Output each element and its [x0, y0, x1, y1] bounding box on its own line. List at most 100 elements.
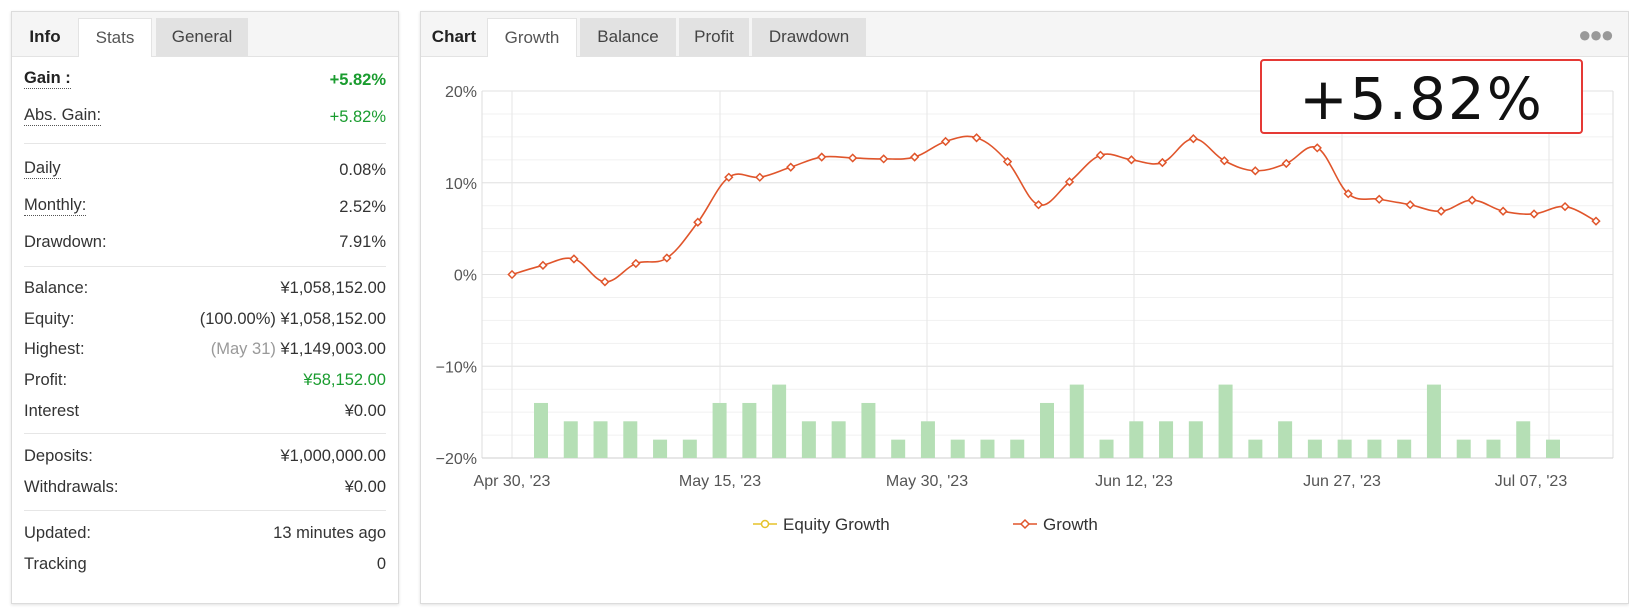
withdrawals-row: Withdrawals: ¥0.00 [24, 475, 386, 499]
activity-bar [623, 421, 638, 458]
growth-point [1126, 155, 1137, 165]
equity-label: Equity: [24, 310, 75, 328]
updated-label: Updated: [24, 524, 91, 542]
monthly-row: Monthly: 2.52% [24, 195, 386, 219]
tab-info[interactable]: Info [29, 27, 61, 46]
highest-label: Highest: [24, 340, 85, 358]
x-tick-label: Jul 07, '23 [1495, 473, 1568, 490]
growth-point [817, 152, 827, 162]
activity-bar [1218, 384, 1233, 458]
tracking-value: 0 [376, 555, 386, 573]
highest-value-group: (May 31) ¥1,149,003.00 [211, 337, 386, 361]
gain-highlight-value: +5.82% [1299, 65, 1544, 133]
y-tick-label: −20% [436, 451, 477, 468]
equity-row: Equity: (100.00%) ¥1,058,152.00 [24, 307, 386, 331]
growth-point [1591, 216, 1601, 226]
activity-bar [1367, 439, 1382, 458]
growth-point [1157, 157, 1168, 168]
growth-point [848, 153, 858, 163]
growth-point [1467, 195, 1477, 205]
growth-point [693, 217, 703, 227]
growth-point [538, 260, 548, 270]
balance-value: ¥1,058,152.00 [280, 279, 386, 297]
x-tick-label: Apr 30, '23 [474, 473, 551, 490]
activity-bar [1040, 402, 1054, 458]
growth-point [1560, 201, 1570, 212]
profit-row: Profit: ¥58,152.00 [24, 368, 386, 392]
divider [24, 510, 386, 511]
equity-value-group: (100.00%) ¥1,058,152.00 [200, 307, 386, 331]
monthly-label[interactable]: Monthly: [24, 196, 87, 216]
y-tick-label: 10% [445, 176, 477, 193]
legend-item-equity-growth[interactable]: Equity Growth [753, 515, 890, 534]
daily-value: 0.08% [339, 161, 386, 179]
activity-bar [1159, 421, 1174, 458]
withdrawals-label: Withdrawals: [24, 478, 119, 496]
activity-bar [563, 421, 578, 458]
tab-growth[interactable]: Growth [487, 18, 577, 57]
tab-chart[interactable]: Chart [431, 27, 477, 46]
activity-bar [772, 384, 787, 458]
gain-label[interactable]: Gain : [24, 69, 71, 89]
deposits-row: Deposits: ¥1,000,000.00 [24, 444, 386, 468]
growth-chart: 20% 10% 0% −10% −20% Apr 30, '23 May 15,… [436, 84, 1614, 534]
activity-bar [1397, 439, 1412, 458]
activity-bar [1337, 439, 1352, 458]
divider [24, 433, 386, 434]
profit-value: ¥58,152.00 [303, 371, 386, 389]
activity-bar [891, 439, 906, 458]
tab-balance[interactable]: Balance [580, 18, 676, 56]
x-tick-label: May 15, '23 [679, 473, 761, 490]
highest-date: (May 31) [210, 340, 276, 358]
activity-bar [682, 439, 697, 458]
growth-point [1374, 194, 1384, 204]
more-horizontal-icon[interactable]: ●●● [1578, 22, 1614, 47]
activity-bar [1426, 384, 1441, 458]
activity-bar [1546, 439, 1560, 458]
growth-point [1436, 206, 1446, 216]
legend-dot-marker [760, 519, 770, 529]
abs-gain-label[interactable]: Abs. Gain: [24, 106, 102, 126]
growth-point [909, 152, 920, 162]
tab-profit[interactable]: Profit [679, 18, 749, 56]
highest-row: Highest: (May 31) ¥1,149,003.00 [24, 337, 386, 361]
growth-point [1188, 134, 1199, 144]
activity-bar [980, 439, 995, 458]
growth-line [511, 135, 1597, 283]
y-axis: 20% 10% 0% −10% −20% [436, 84, 477, 468]
growth-point [1095, 150, 1106, 160]
activity-bar [831, 421, 846, 458]
divider [24, 266, 386, 267]
activity-bar [1010, 439, 1025, 458]
equity-value: ¥1,058,152.00 [280, 310, 386, 328]
balance-row: Balance: ¥1,058,152.00 [24, 276, 386, 300]
equity-percent: (100.00%) [199, 310, 276, 328]
tab-drawdown[interactable]: Drawdown [752, 18, 866, 56]
growth-point [631, 258, 641, 269]
growth-point [1250, 166, 1260, 176]
y-tick-label: 0% [454, 268, 477, 285]
updated-row: Updated: 13 minutes ago [24, 521, 386, 545]
growth-point [755, 172, 765, 182]
chart-legend: Equity Growth Growth [753, 515, 1098, 534]
activity-bar [534, 402, 548, 458]
gain-highlight-box: +5.82% [1260, 59, 1583, 134]
daily-label[interactable]: Daily [24, 159, 61, 179]
growth-point [1033, 200, 1044, 210]
growth-point [1529, 209, 1539, 219]
growth-point [971, 133, 982, 143]
activity-bar [593, 421, 608, 458]
legend-item-growth[interactable]: Growth [1013, 515, 1098, 534]
deposits-label: Deposits: [24, 447, 93, 465]
growth-point [600, 277, 610, 287]
balance-label: Balance: [24, 279, 89, 297]
growth-point [940, 136, 951, 147]
tab-general[interactable]: General [156, 18, 248, 56]
growth-point [724, 172, 734, 182]
abs-gain-row: Abs. Gain: +5.82% [24, 105, 386, 129]
legend-label: Equity Growth [783, 515, 890, 534]
x-tick-label: Jun 27, '23 [1303, 473, 1381, 490]
tab-stats[interactable]: Stats [78, 18, 152, 57]
profit-label: Profit: [24, 371, 68, 389]
activity-bar [1516, 421, 1531, 458]
